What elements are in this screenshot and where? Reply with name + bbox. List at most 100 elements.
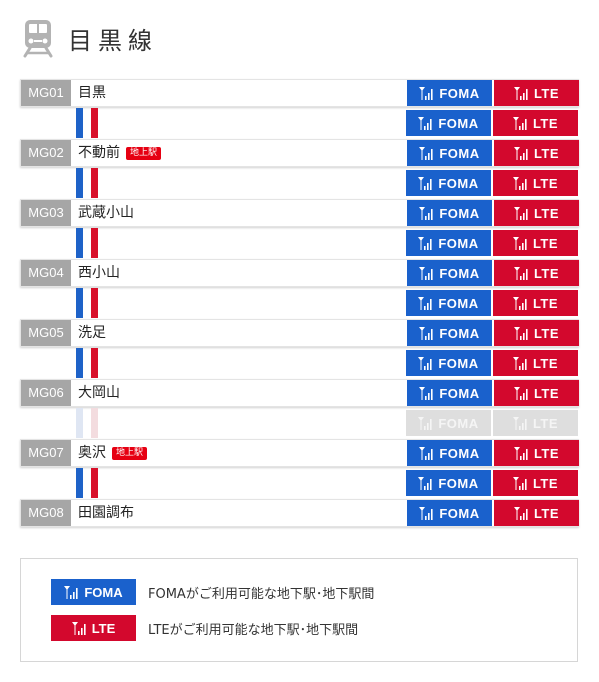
foma-badge: FOMA — [406, 350, 491, 376]
lte-badge: LTE — [494, 380, 579, 406]
station-code: MG05 — [21, 320, 71, 346]
station-row: MG01 目黒 FOMA LTE — [20, 78, 579, 108]
signal-antenna-icon — [419, 386, 433, 400]
station-name-wrap: 田園調布 — [78, 500, 134, 526]
signal-antenna-icon — [512, 356, 527, 370]
line-stripe-blue — [76, 168, 83, 198]
train-icon — [23, 20, 53, 58]
foma-label: FOMA — [84, 584, 123, 600]
foma-label: FOMA — [439, 445, 480, 461]
signal-antenna-icon — [513, 326, 528, 340]
foma-badge: FOMA — [406, 470, 491, 496]
lte-badge: LTE — [493, 170, 578, 196]
station-name: 田園調布 — [78, 505, 134, 521]
station-name-wrap: 西小山 — [78, 260, 120, 286]
foma-badge: FOMA — [407, 200, 492, 226]
legend-lte-text: LTEがご利用可能な地下駅･地下駅間 — [148, 622, 359, 638]
station-item[interactable]: MG01 目黒 FOMA LTE — [20, 79, 579, 107]
station-name: 不動前 — [78, 145, 120, 161]
station-name-wrap: 奥沢 地上駅 — [78, 440, 148, 466]
lte-label: LTE — [533, 385, 560, 401]
station-name: 奥沢 — [78, 445, 106, 461]
station-item[interactable]: MG05 洗足 FOMA LTE — [20, 319, 579, 347]
lte-badge: LTE — [494, 80, 579, 106]
line-stripe-red — [91, 408, 98, 438]
lte-badge: LTE — [494, 200, 579, 226]
lte-badge: LTE — [493, 290, 578, 316]
page-header: 目黒線 — [22, 18, 158, 58]
legend-foma: FOMA FOMAがご利用可能な地下駅･地下駅間 — [51, 579, 374, 605]
foma-badge: FOMA — [51, 579, 136, 605]
foma-badge: FOMA — [407, 80, 492, 106]
segment-row: FOMA LTE — [20, 348, 579, 378]
line-stripe-blue — [76, 348, 83, 378]
signal-antenna-icon — [418, 236, 432, 250]
signal-antenna-icon — [418, 476, 432, 490]
lte-badge: LTE — [51, 615, 136, 641]
signal-antenna-icon — [418, 116, 432, 130]
legend-foma-text: FOMAがご利用可能な地下駅･地下駅間 — [148, 586, 375, 602]
page-title: 目黒線 — [68, 26, 158, 55]
station-name: 大岡山 — [78, 385, 120, 401]
foma-badge: FOMA — [407, 440, 492, 466]
station-item[interactable]: MG08 田園調布 FOMA LTE — [20, 499, 579, 527]
lte-badge: LTE — [493, 110, 578, 136]
station-name: 武蔵小山 — [78, 205, 134, 221]
station-item[interactable]: MG02 不動前 地上駅 FOMA LTE — [20, 139, 579, 167]
signal-antenna-icon — [512, 296, 527, 310]
lte-label: LTE — [533, 445, 560, 461]
above-ground-tag: 地上駅 — [112, 446, 148, 460]
station-name-wrap: 大岡山 — [78, 380, 120, 406]
station-row: MG03 武蔵小山 FOMA LTE — [20, 198, 579, 228]
foma-label: FOMA — [439, 505, 480, 521]
lte-badge: LTE — [493, 410, 578, 436]
station-code: MG04 — [21, 260, 71, 286]
station-item[interactable]: MG03 武蔵小山 FOMA LTE — [20, 199, 579, 227]
foma-label: FOMA — [438, 355, 479, 371]
lte-label: LTE — [533, 505, 560, 521]
lte-badge: LTE — [493, 230, 578, 256]
signal-antenna-icon — [513, 266, 528, 280]
signal-antenna-icon — [71, 621, 86, 635]
line-stripe-blue — [76, 288, 83, 318]
signal-antenna-icon — [512, 236, 527, 250]
lte-badge: LTE — [494, 260, 579, 286]
foma-label: FOMA — [438, 115, 479, 131]
lte-badge: LTE — [494, 500, 579, 526]
lte-badge: LTE — [493, 350, 578, 376]
signal-antenna-icon — [419, 86, 433, 100]
foma-badge: FOMA — [406, 290, 491, 316]
foma-label: FOMA — [439, 85, 480, 101]
signal-antenna-icon — [513, 506, 528, 520]
station-item[interactable]: MG06 大岡山 FOMA LTE — [20, 379, 579, 407]
station-list: MG01 目黒 FOMA LTE FOMA LTE MG02 不動前 地上駅 FOMA LTE FOM… — [20, 78, 579, 528]
signal-antenna-icon — [419, 446, 433, 460]
foma-badge: FOMA — [407, 140, 492, 166]
foma-label: FOMA — [438, 235, 479, 251]
lte-label: LTE — [532, 115, 559, 131]
station-item[interactable]: MG07 奥沢 地上駅 FOMA LTE — [20, 439, 579, 467]
lte-label: LTE — [532, 475, 559, 491]
line-stripe-blue — [76, 108, 83, 138]
segment-row: FOMA LTE — [20, 408, 579, 438]
signal-antenna-icon — [419, 506, 433, 520]
legend-lte: LTE LTEがご利用可能な地下駅･地下駅間 — [51, 615, 358, 641]
foma-label: FOMA — [439, 265, 480, 281]
station-item[interactable]: MG04 西小山 FOMA LTE — [20, 259, 579, 287]
foma-badge: FOMA — [407, 260, 492, 286]
lte-label: LTE — [533, 85, 560, 101]
foma-label: FOMA — [438, 415, 479, 431]
line-stripe-red — [91, 168, 98, 198]
lte-label: LTE — [532, 235, 559, 251]
lte-label: LTE — [91, 620, 116, 636]
foma-label: FOMA — [439, 325, 480, 341]
line-stripe-red — [91, 228, 98, 258]
signal-antenna-icon — [419, 326, 433, 340]
foma-label: FOMA — [439, 205, 480, 221]
lte-label: LTE — [533, 325, 560, 341]
station-name: 西小山 — [78, 265, 120, 281]
lte-label: LTE — [533, 205, 560, 221]
segment-row: FOMA LTE — [20, 168, 579, 198]
signal-antenna-icon — [513, 386, 528, 400]
lte-label: LTE — [532, 295, 559, 311]
